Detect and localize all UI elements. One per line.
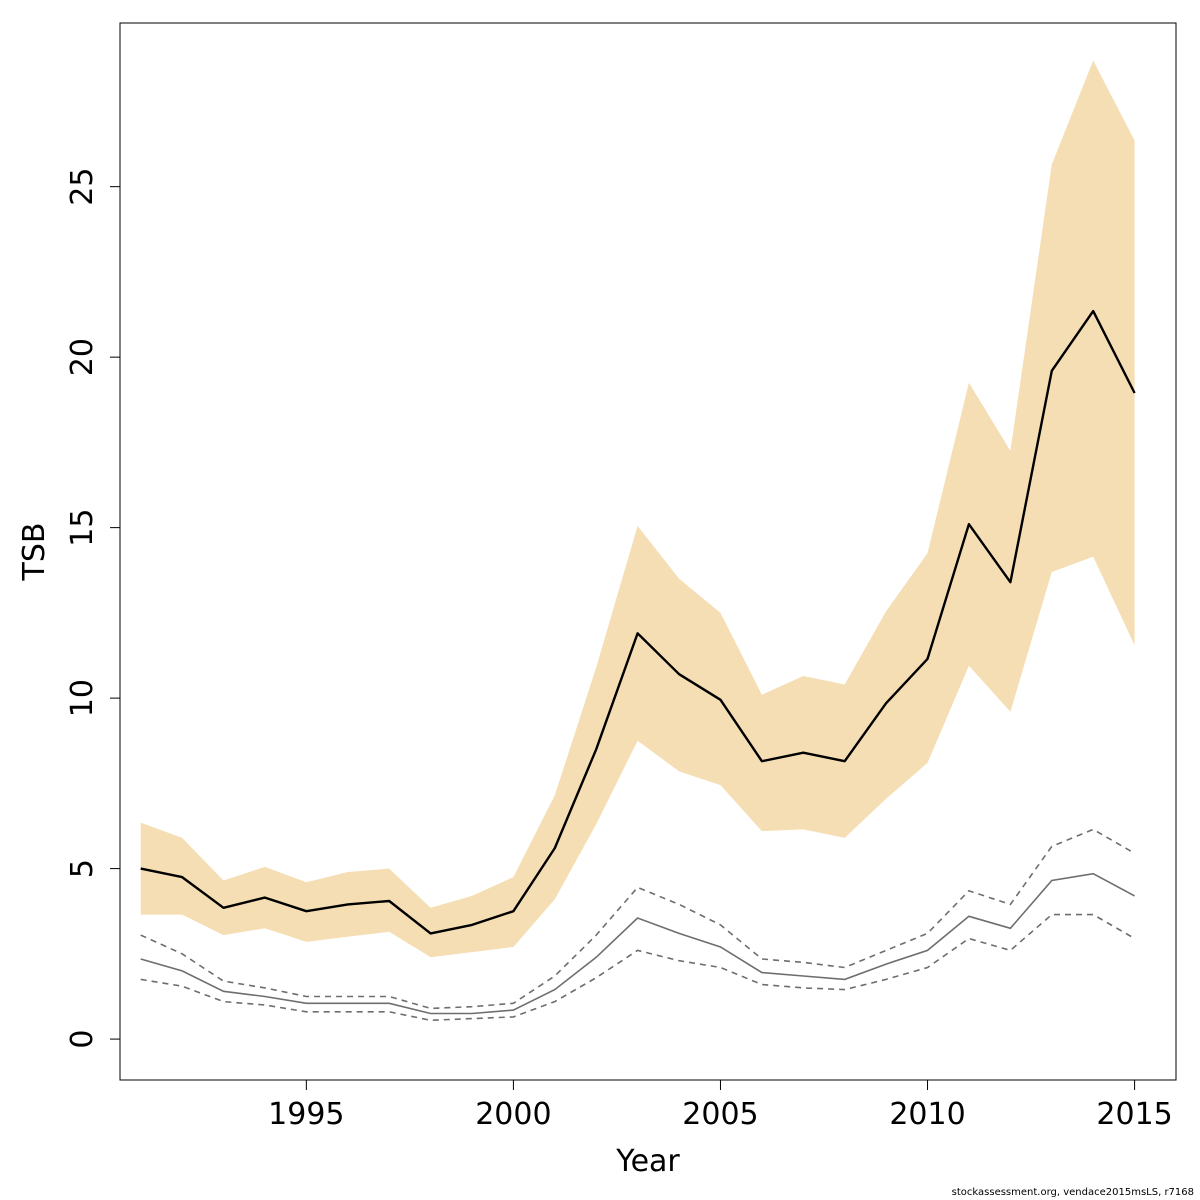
y-axis-title: TSB	[17, 523, 52, 582]
x-tick-label-1995: 1995	[268, 1097, 344, 1132]
x-axis-title: Year	[615, 1144, 680, 1179]
y-tick-label-5: 5	[65, 859, 100, 878]
x-axis: 1995 2000 2005 2010 2015	[268, 1080, 1173, 1132]
estimate-line-layer	[140, 309, 1136, 935]
confidence-band-layer	[140, 60, 1135, 958]
y-tick-label-15: 15	[65, 509, 100, 547]
plot-frame	[119, 22, 1177, 1081]
y-tick-label-10: 10	[65, 679, 100, 717]
secondary-upper-line	[140, 828, 1135, 1010]
x-tick-label-2000: 2000	[475, 1097, 551, 1132]
y-tick-label-25: 25	[65, 168, 100, 206]
secondary-lines-layer	[140, 828, 1135, 1022]
y-tick-label-0: 0	[65, 1030, 100, 1049]
confidence-band	[140, 60, 1135, 958]
x-tick-label-2005: 2005	[682, 1097, 758, 1132]
x-tick-label-2015: 2015	[1096, 1097, 1172, 1132]
y-axis: 0 5 10 15 20 25	[65, 168, 120, 1049]
footer-note: stockassessment.org, vendace2015msLS, r7…	[951, 1187, 1194, 1198]
y-tick-label-20: 20	[65, 338, 100, 376]
secondary-lower-line	[140, 913, 1135, 1022]
secondary-estimate-line	[140, 872, 1135, 1015]
estimate-line	[140, 309, 1136, 935]
x-tick-label-2010: 2010	[889, 1097, 965, 1132]
